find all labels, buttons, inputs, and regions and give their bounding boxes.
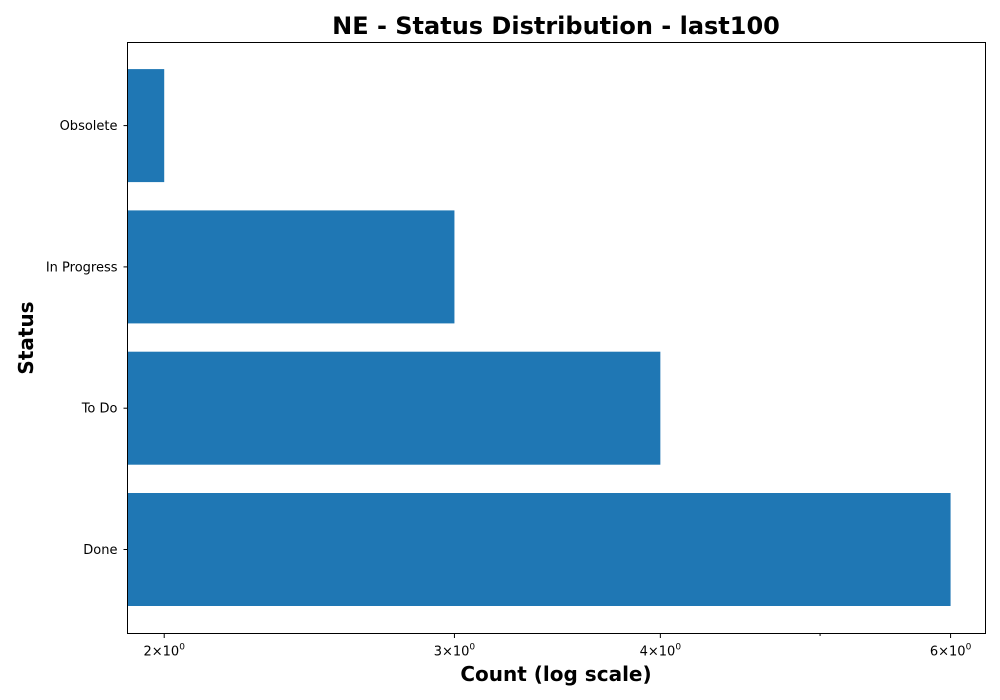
y-axis-ticks: Done To Do In Progress Obsolete bbox=[46, 119, 128, 558]
bar-obsolete bbox=[127, 69, 165, 183]
y-axis-label: Status bbox=[14, 301, 38, 374]
x-tick-label-6: 6×100 bbox=[930, 643, 972, 660]
y-tick-label-obsolete: Obsolete bbox=[60, 119, 118, 134]
x-axis-label: Count (log scale) bbox=[460, 662, 651, 686]
bar-done bbox=[127, 493, 951, 606]
y-tick-label-done: Done bbox=[83, 543, 117, 558]
chart-title: NE - Status Distribution - last100 bbox=[332, 12, 780, 40]
x-tick-label-3: 3×100 bbox=[434, 643, 476, 660]
x-tick-label-4: 4×100 bbox=[640, 643, 682, 660]
y-tick-label-in-progress: In Progress bbox=[46, 260, 118, 275]
x-tick-label-2: 2×100 bbox=[143, 643, 185, 660]
plot-frame bbox=[127, 42, 986, 634]
y-tick-label-to-do: To Do bbox=[81, 402, 118, 417]
bar-in-progress bbox=[127, 210, 455, 324]
bar-to-do bbox=[127, 351, 661, 465]
x-axis-ticks: 2×100 3×100 4×100 6×100 bbox=[143, 633, 972, 660]
bars-group bbox=[127, 69, 951, 606]
